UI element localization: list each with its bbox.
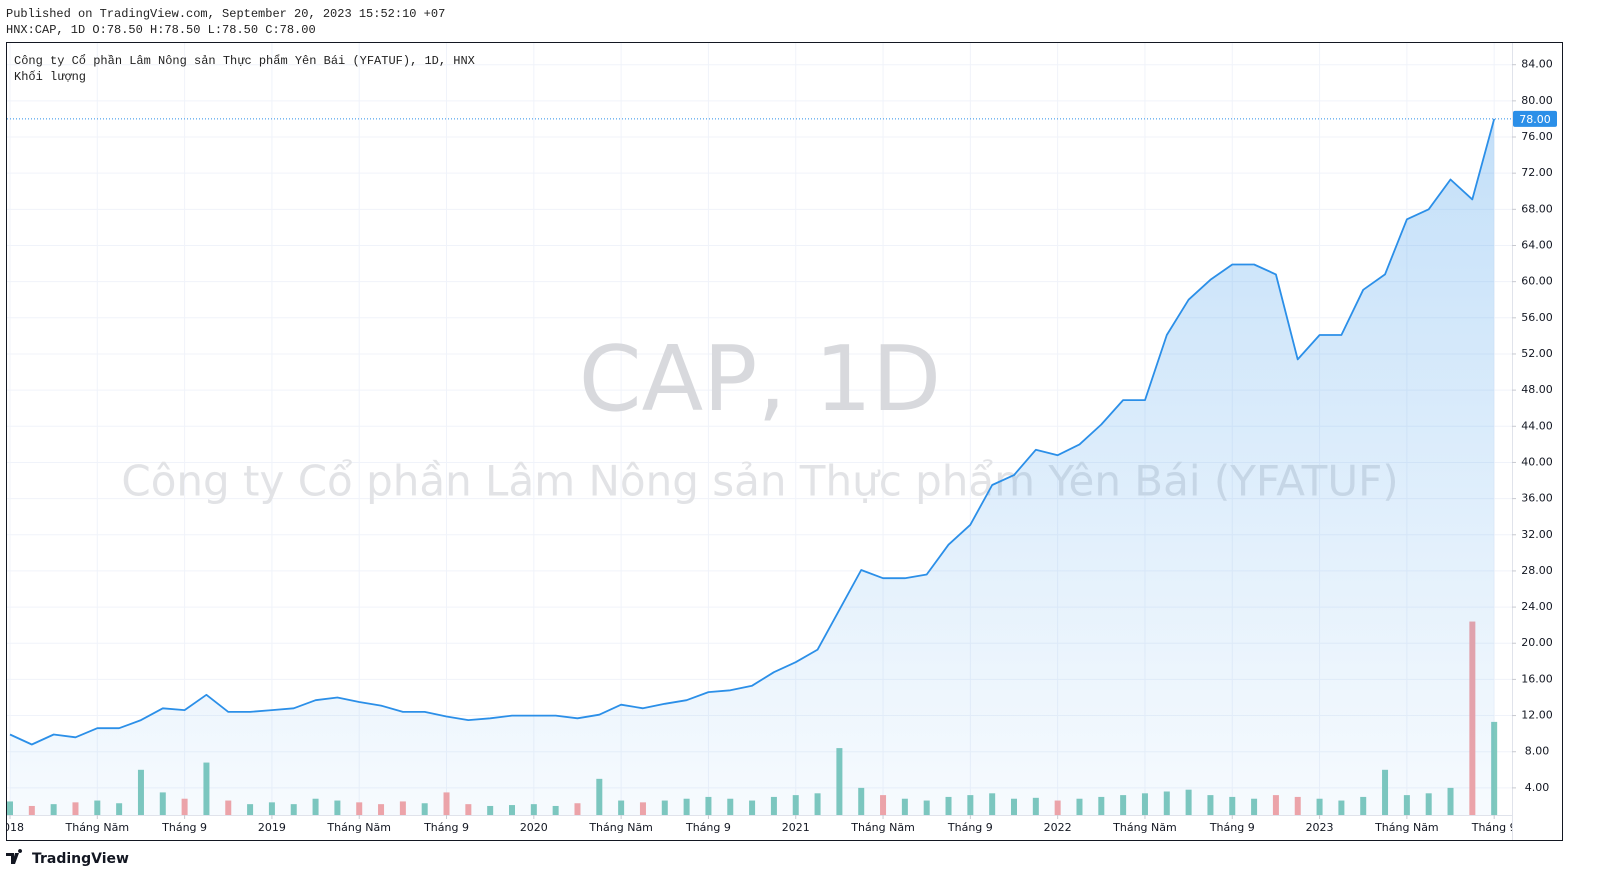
x-tick-label: 2019 [258,821,286,834]
x-tick-label: 2022 [1044,821,1072,834]
x-axis: 2018 Tháng Năm Tháng 9 2019 Tháng Năm Tháng 9… [0,815,1517,834]
y-tick-label: 76.00 [1521,130,1553,143]
price-line [9,118,1496,746]
x-tick-label: Tháng Năm [65,821,130,834]
brand-name: TradingView [32,851,129,867]
chart-frame [6,42,1563,841]
y-tick-label: 64.00 [1521,238,1553,251]
x-tick-label: Tháng 9 [685,821,731,834]
last-price-label: 78.00 [1519,113,1551,126]
watermark: CAP, 1D [579,327,941,432]
y-tick-label: 68.00 [1521,202,1553,215]
y-tick-label: 24.00 [1521,600,1553,613]
y-tick-label: 12.00 [1521,709,1553,722]
brand-logo [6,849,23,864]
x-tick-label: 2018 [0,821,24,834]
x-tick-label: Tháng Năm [850,821,915,834]
x-tick-label: Tháng Năm [326,821,391,834]
ohlc-line: HNX:CAP, 1D O:78.50 H:78.50 L:78.50 C:78… [6,23,316,37]
y-tick-label: 84.00 [1521,58,1553,71]
x-tick-label: Tháng 9 [1471,821,1517,834]
y-tick-label: 52.00 [1521,347,1553,360]
x-tick-label: Tháng 9 [161,821,207,834]
legend-volume: Khối lượng [14,70,86,84]
y-tick-label: 20.00 [1521,636,1553,649]
plot-area [7,118,1512,815]
x-tick-label: Tháng 9 [947,821,993,834]
y-tick-label: 60.00 [1521,275,1553,288]
last-price-box [1513,110,1557,127]
x-tick-label: 2020 [520,821,548,834]
y-tick-label: 80.00 [1521,94,1553,107]
x-tick-label: Tháng Năm [1374,821,1439,834]
price-area [10,118,1495,815]
y-tick-label: 72.00 [1521,166,1553,179]
y-tick-label: 48.00 [1521,383,1553,396]
x-tick-label: 2021 [782,821,810,834]
y-tick-label: 32.00 [1521,528,1553,541]
y-tick-label: 56.00 [1521,311,1553,324]
y-tick-label: 44.00 [1521,419,1553,432]
y-tick-label: 8.00 [1525,745,1550,758]
y-tick-label: 36.00 [1521,492,1553,505]
y-tick-label: 16.00 [1521,672,1553,685]
x-tick-label: Tháng Năm [1112,821,1177,834]
y-axis: 4.00 8.00 12.00 16.00 20.00 24.00 28.00 32.00 36… [1512,58,1557,794]
legend-title: Công ty Cổ phần Lâm Nông sản Thực phẩm Y… [14,53,475,68]
published-line: Published on TradingView.com, September … [6,7,445,21]
x-tick-label: Tháng 9 [1209,821,1255,834]
x-tick-label: Tháng 9 [423,821,469,834]
y-tick-label: 4.00 [1525,781,1550,794]
y-tick-label: 28.00 [1521,564,1553,577]
y-tick-label: 40.00 [1521,455,1553,468]
x-tick-label: Tháng Năm [588,821,653,834]
x-tick-label: 2023 [1306,821,1334,834]
